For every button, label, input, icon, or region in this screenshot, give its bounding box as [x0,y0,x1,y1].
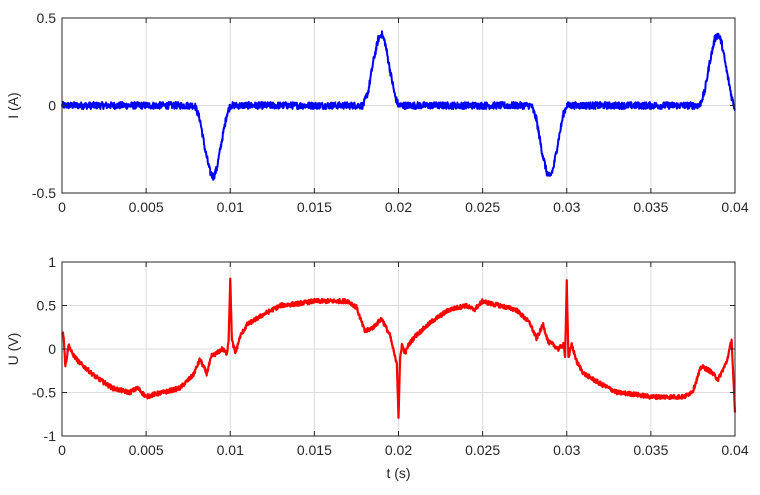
x-tick-label: 0.04 [721,442,748,458]
x-tick-label: 0.01 [217,199,244,215]
y-tick-label: -1 [44,428,57,444]
x-tick-label: 0.015 [297,442,332,458]
y-tick-label: 0.5 [37,10,57,26]
x-tick-label: 0 [58,442,66,458]
y-tick-label: 1 [48,254,56,270]
x-tick-label: 0.02 [385,199,412,215]
y-tick-label: -0.5 [32,385,56,401]
x-axis-label: t (s) [386,465,410,481]
x-tick-label: 0.03 [553,442,580,458]
series-line-1 [61,30,736,181]
y-axis-label: I (A) [5,92,21,118]
y-tick-label: -0.5 [32,185,56,201]
series-line-2 [61,277,737,419]
y-tick-label: 0 [48,98,56,114]
x-tick-label: 0.015 [297,199,332,215]
chart-panel-2: 0 0.005 0.01 0.015 0.02 0.025 0.03 0.035 0.04 -1 -… [5,254,749,481]
x-tick-label: 0.025 [465,442,500,458]
x-tick-label: 0.005 [129,442,164,458]
y-tick-label: 0 [48,341,56,357]
x-tick-label: 0.035 [633,442,668,458]
x-tick-label: 0.04 [721,199,748,215]
x-tick-label: 0.01 [217,442,244,458]
x-tick-label: 0.005 [129,199,164,215]
y-axis-label: U (V) [5,333,21,366]
x-tick-label: 0.035 [633,199,668,215]
x-tick-label: 0.02 [385,442,412,458]
x-tick-label: 0.025 [465,199,500,215]
y-tick-label: 0.5 [37,298,57,314]
x-tick-label: 0.03 [553,199,580,215]
x-tick-label: 0 [58,199,66,215]
chart-panel-1: 0 0.005 0.01 0.015 0.02 0.025 0.03 0.035 0.04 -0.… [5,10,749,215]
